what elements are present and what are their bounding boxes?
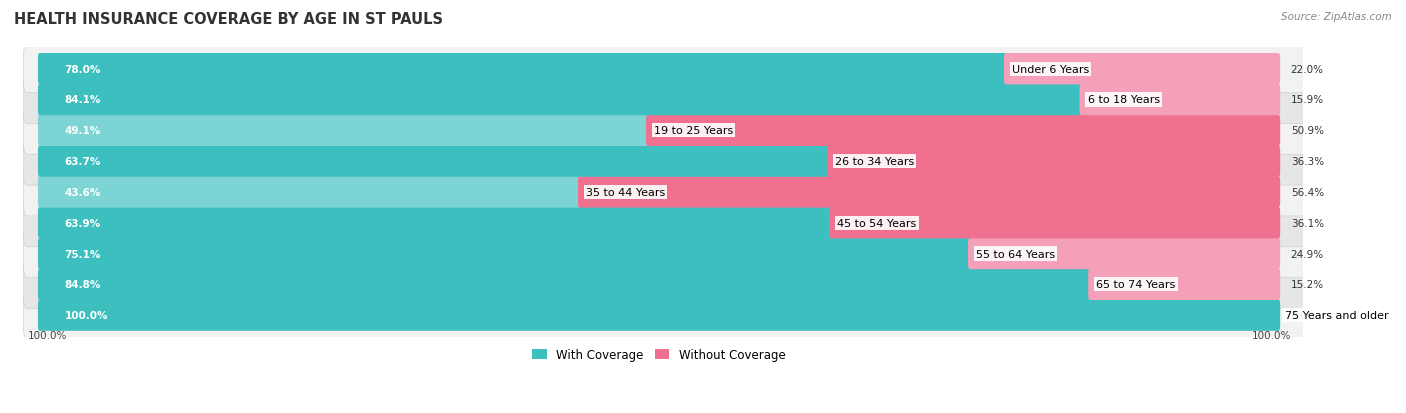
FancyBboxPatch shape (24, 138, 1306, 186)
FancyBboxPatch shape (38, 85, 1083, 116)
FancyBboxPatch shape (24, 107, 1306, 155)
Text: Under 6 Years: Under 6 Years (1012, 64, 1090, 74)
FancyBboxPatch shape (24, 292, 1306, 339)
FancyBboxPatch shape (38, 269, 1092, 300)
Text: 24.9%: 24.9% (1291, 249, 1324, 259)
FancyBboxPatch shape (24, 169, 1306, 216)
Text: 56.4%: 56.4% (1291, 188, 1324, 197)
Text: 49.1%: 49.1% (65, 126, 101, 136)
FancyBboxPatch shape (24, 45, 1306, 93)
Text: 84.8%: 84.8% (65, 280, 101, 290)
Text: 55 to 64 Years: 55 to 64 Years (976, 249, 1056, 259)
Text: 63.7%: 63.7% (65, 157, 101, 167)
Text: 19 to 25 Years: 19 to 25 Years (654, 126, 734, 136)
FancyBboxPatch shape (830, 207, 1281, 239)
FancyBboxPatch shape (38, 146, 831, 177)
Text: 100.0%: 100.0% (65, 310, 108, 320)
Text: 22.0%: 22.0% (1291, 64, 1323, 74)
FancyBboxPatch shape (1080, 85, 1281, 116)
Text: 6 to 18 Years: 6 to 18 Years (1088, 95, 1160, 105)
FancyBboxPatch shape (38, 177, 582, 208)
FancyBboxPatch shape (827, 146, 1281, 177)
Legend: With Coverage, Without Coverage: With Coverage, Without Coverage (527, 343, 790, 366)
Text: 45 to 54 Years: 45 to 54 Years (838, 218, 917, 228)
Text: 36.3%: 36.3% (1291, 157, 1324, 167)
Text: 78.0%: 78.0% (65, 64, 101, 74)
Text: 100.0%: 100.0% (27, 330, 66, 340)
Text: 75.1%: 75.1% (65, 249, 101, 259)
Text: 43.6%: 43.6% (65, 188, 101, 197)
Text: 15.2%: 15.2% (1291, 280, 1324, 290)
Text: 26 to 34 Years: 26 to 34 Years (835, 157, 914, 167)
FancyBboxPatch shape (645, 115, 1281, 147)
FancyBboxPatch shape (38, 238, 972, 270)
FancyBboxPatch shape (1004, 54, 1281, 85)
FancyBboxPatch shape (38, 300, 1281, 331)
FancyBboxPatch shape (38, 54, 1008, 85)
FancyBboxPatch shape (38, 115, 650, 147)
FancyBboxPatch shape (578, 177, 1281, 208)
Text: Source: ZipAtlas.com: Source: ZipAtlas.com (1281, 12, 1392, 22)
FancyBboxPatch shape (24, 261, 1306, 309)
Text: 100.0%: 100.0% (1251, 330, 1291, 340)
Text: 75 Years and older: 75 Years and older (1285, 310, 1388, 320)
FancyBboxPatch shape (24, 76, 1306, 124)
Text: 36.1%: 36.1% (1291, 218, 1324, 228)
Text: 50.9%: 50.9% (1291, 126, 1323, 136)
Text: 35 to 44 Years: 35 to 44 Years (586, 188, 665, 197)
FancyBboxPatch shape (24, 199, 1306, 247)
Text: HEALTH INSURANCE COVERAGE BY AGE IN ST PAULS: HEALTH INSURANCE COVERAGE BY AGE IN ST P… (14, 12, 443, 27)
Text: 0.0%: 0.0% (1291, 310, 1317, 320)
Text: 84.1%: 84.1% (65, 95, 101, 105)
Text: 65 to 74 Years: 65 to 74 Years (1097, 280, 1175, 290)
Text: 15.9%: 15.9% (1291, 95, 1324, 105)
FancyBboxPatch shape (38, 207, 834, 239)
FancyBboxPatch shape (969, 238, 1281, 270)
FancyBboxPatch shape (24, 230, 1306, 278)
Text: 63.9%: 63.9% (65, 218, 101, 228)
FancyBboxPatch shape (1088, 269, 1281, 300)
